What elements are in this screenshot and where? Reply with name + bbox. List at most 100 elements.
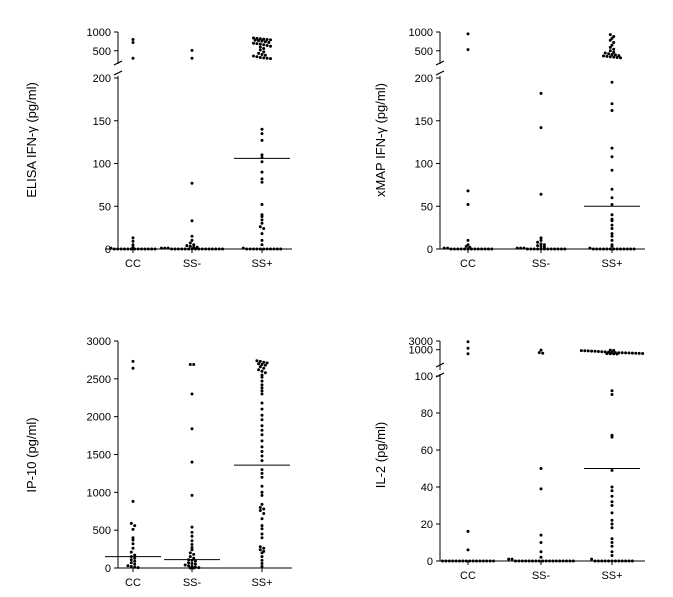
panel2-point-ssminus [539,238,543,242]
panel2-point-ssplus [612,47,616,51]
panel1-point-ssplus [265,44,269,47]
panel3-point-ssminus [190,427,194,431]
panel1-point-ssplus [272,247,276,251]
panel1-point-ssplus [260,238,264,242]
panel4-point-cc [466,346,470,350]
panel2-x-tick-label-ssminus: SS- [532,258,551,270]
panel1-point-ssplus [269,247,272,251]
panel3-point-cc [131,499,135,503]
panel1-point-ssplus [252,41,255,45]
panel3-point-ssplus [258,506,262,509]
panel1-point-cc [131,56,135,60]
panel4-point-ssplus [593,559,597,563]
panel3-point-ssplus [258,359,262,363]
panel1-point-ssminus [192,243,196,247]
panel2-y-tick-label: 500 [415,46,433,58]
panel3-point-ssminus [190,392,194,396]
panel2-point-ssplus [608,45,612,49]
panel1-point-ssplus [260,170,264,174]
panel3-point-cc [129,558,133,562]
panel1-point-ssplus [258,225,262,229]
panel1-point-ssplus [260,203,264,206]
panel3-point-ssplus [260,445,264,449]
panel3-point-cc [133,553,137,557]
panel3-point-ssminus [187,564,191,568]
panel1-point-ssplus [245,247,249,251]
panel4-point-ssplus [590,557,594,561]
panel3-point-cc [129,561,133,565]
panel4-point-ssminus [571,559,575,563]
panel4-point-ssminus [539,533,543,537]
panel1-y-tick-label: 150 [93,116,111,128]
panel4-point-ssplus [637,351,641,355]
panel1-point-ssplus [255,42,259,46]
panel4-point-ssplus [620,351,624,355]
panel2-point-ssminus [539,126,543,130]
panel1-point-ssplus [241,246,245,250]
panel4-point-ssplus [610,468,614,472]
panel1-point-ssplus [258,56,262,59]
panel3-point-ssplus [260,475,264,479]
panel3-point-ssplus [260,468,264,472]
panel3-point-cc [133,556,137,560]
panel1-point-ssplus [262,56,266,60]
panel1-point-ssplus [265,56,269,60]
panel2-point-ssplus [605,54,609,58]
panel2-point-cc [466,48,470,52]
panel3-point-ssminus [190,539,194,543]
panel4-point-ssplus [610,389,614,393]
panel3-point-cc [129,565,133,568]
panel4-point-ssplus [615,352,619,356]
panel3-x-tick-label-cc: CC [125,577,141,589]
panel3-point-ssplus [260,551,264,555]
panel3-point-ssminus [188,555,192,559]
panel1-point-ssplus [258,42,262,46]
panel3-point-ssplus [260,433,264,437]
panel4-point-ssminus [510,557,514,561]
panel2-point-ssplus [608,55,612,59]
panel3-point-ssminus [192,556,196,560]
panel4-point-ssminus [539,541,543,544]
panel3-point-ssplus [260,493,264,497]
panel3-point-ssplus [260,407,264,411]
panel1-point-ssplus [267,41,271,44]
panel3-point-ssplus [260,392,264,396]
panel4-point-ssplus [613,559,617,563]
panel3-y-tick-label: 500 [93,525,111,537]
panel4-point-ssplus [605,352,609,356]
panel2-point-ssplus [615,56,619,59]
panel1-point-ssplus [260,232,264,236]
panel1-point-ssminus [188,244,192,248]
panel2-point-ssplus [610,187,614,191]
panel4-point-ssplus [600,350,604,354]
panel2-point-ssplus [598,247,602,251]
panel2-point-ssplus [610,227,614,230]
panel2-point-ssplus [610,146,614,150]
panel4-point-ssplus [641,352,645,355]
panel2-point-ssplus [612,50,616,54]
panel2-point-ssplus [602,54,605,58]
panel1-point-ssplus [260,215,264,218]
panel3-point-ssplus [260,555,264,559]
panel3-point-ssplus [260,439,264,443]
panel3-point-ssplus [260,413,264,417]
panel3-point-ssminus [190,534,194,538]
panel4-point-ssplus [610,494,614,498]
panel3-point-ssplus [262,512,266,515]
panel2-y-tick-label: 50 [421,201,433,213]
panel3-point-cc [131,536,135,540]
panel4-y-tick-label: 60 [421,445,433,457]
panel4-point-ssplus [593,349,597,353]
panel4-point-ssplus [610,511,614,515]
panel4-point-ssplus [610,537,614,541]
panel4-point-cc [466,529,470,533]
panel3-point-ssminus [188,551,192,555]
panel4-point-ssplus [610,504,614,507]
panel2-point-cc [466,238,470,242]
panel1-point-ssplus [260,243,264,247]
panel1-point-ssminus [221,247,225,251]
panel4-point-ssplus [603,559,607,563]
panel4-point-ssplus [612,352,616,356]
panel1-y-tick-label: 50 [99,201,111,213]
